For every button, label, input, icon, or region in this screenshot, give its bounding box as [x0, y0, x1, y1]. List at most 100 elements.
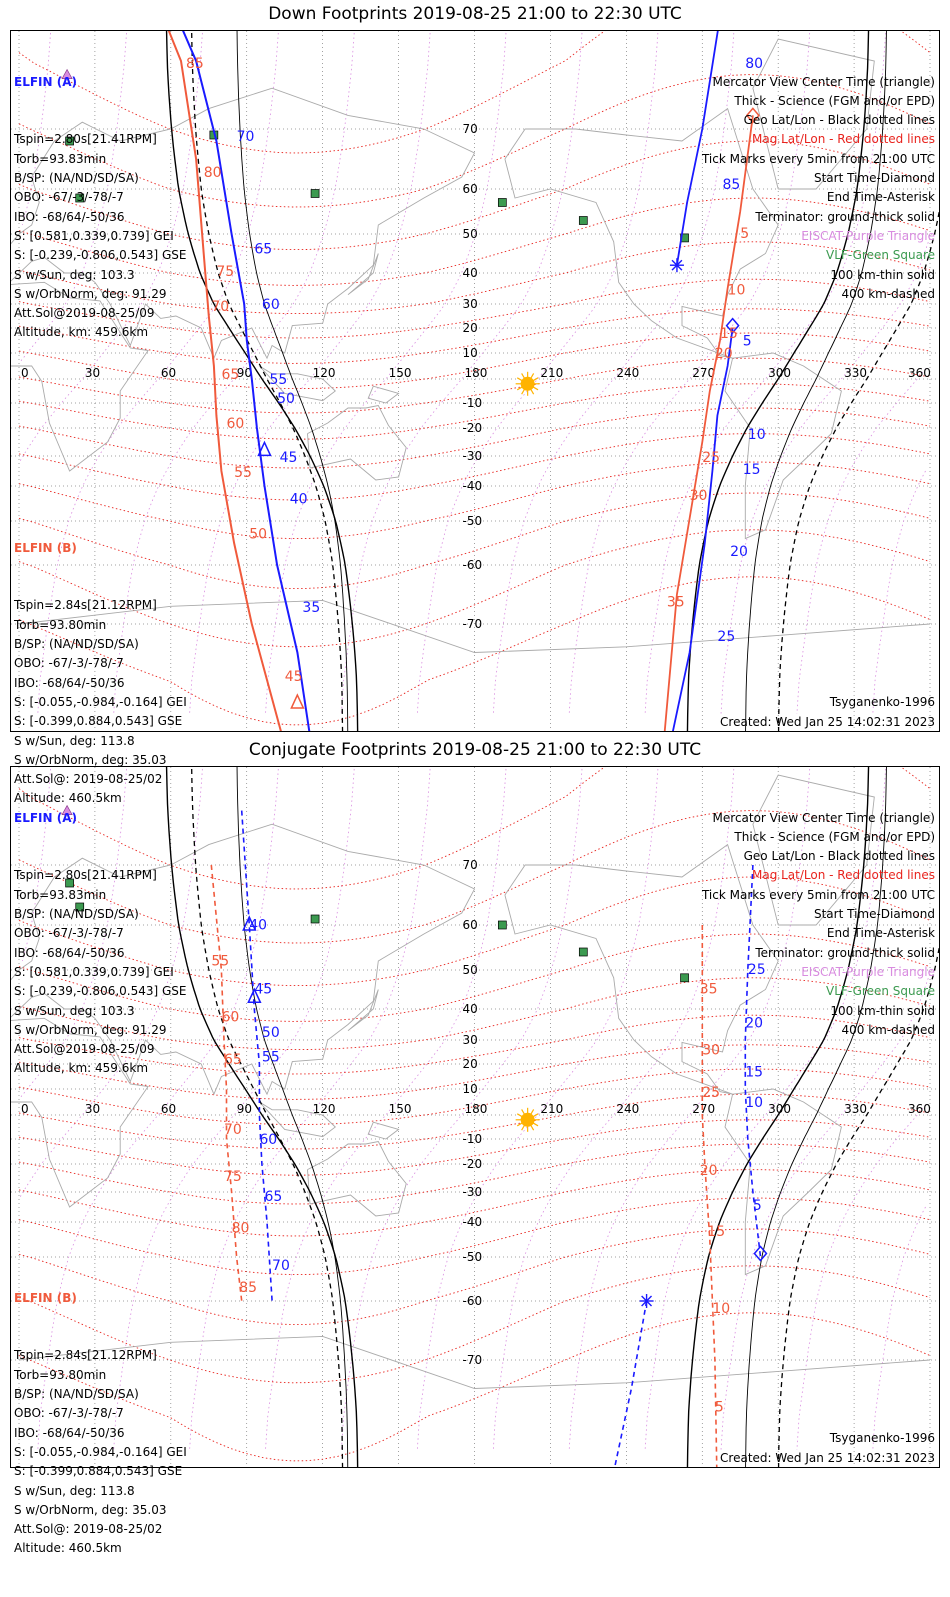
- terminator-line: [236, 767, 349, 1467]
- info-line: IBO: -68/64/-50/36: [14, 675, 125, 690]
- sun-ray: [530, 1124, 535, 1131]
- legend: Mercator View Center Time (triangle) Thic…: [702, 34, 935, 343]
- mag-lat-line: [18, 810, 931, 944]
- mag-lon-line: [341, 31, 583, 715]
- mag-lon-line: [37, 767, 279, 1451]
- track-time-label: 50: [249, 527, 267, 543]
- info-line: Att.Sol@: 2019-08-25/02: [14, 772, 163, 787]
- mag-lon-line: [796, 1104, 927, 1451]
- elfin-b-track: [167, 31, 282, 731]
- info-line: Torb=93.83min: [14, 151, 107, 166]
- vlf-station-square: [65, 136, 74, 146]
- elfin-a-track: [182, 31, 311, 731]
- track-time-label: 20: [745, 1016, 763, 1032]
- track-time-label: 25: [717, 629, 735, 645]
- mag-lon-line: [568, 31, 811, 715]
- mag-lon-line: [568, 767, 811, 1451]
- mag-lat-line: [18, 140, 931, 251]
- lat-tick-label: 40: [463, 266, 478, 280]
- legend: Mercator View Center Time (triangle) Thic…: [702, 770, 935, 1079]
- lat-tick-label: -50: [463, 514, 483, 528]
- lon-tick-label: 360: [908, 1102, 931, 1116]
- info-line: Altitude: 460.5km: [14, 1541, 122, 1556]
- coastline: [752, 774, 875, 926]
- lat-tick-label: -60: [463, 558, 483, 572]
- lon-tick-label: 240: [616, 366, 639, 380]
- legend-line: VLF-Green Square: [826, 248, 935, 263]
- sun-ray: [516, 1122, 523, 1127]
- track-time-label: 20: [700, 1163, 718, 1179]
- elfin-b-title: ELFIN (B): [14, 1290, 77, 1305]
- coastline: [11, 823, 476, 1096]
- track-time-label: 55: [211, 954, 229, 970]
- info-line: Att.Sol@2019-08-25/09: [14, 1042, 155, 1057]
- created-label: Created: Wed Jan 25 14:02:31 2023: [720, 1451, 935, 1465]
- mag-lat-line: [18, 876, 931, 987]
- terminator-line: [191, 31, 344, 731]
- sun-ray: [532, 1122, 539, 1127]
- info-line: IBO: -68/64/-50/36: [14, 945, 125, 960]
- mag-lon-line: [189, 31, 431, 715]
- info-line: Altitude, km: 459.6km: [14, 1061, 149, 1076]
- lat-tick-label: -10: [463, 396, 483, 410]
- lon-tick-label: 210: [540, 1102, 563, 1116]
- legend-line: Terminator: ground-thick solid: [755, 945, 935, 960]
- mag-lon-line: [265, 767, 507, 1451]
- mag-lat-line: [18, 576, 931, 726]
- lat-tick-label: 40: [463, 1002, 478, 1016]
- elfin-b-lines: Tspin=2.84s[21.12RPM] Torb=93.80min B/SP: …: [14, 1346, 187, 1558]
- center-triangle: [242, 915, 257, 931]
- created-label: Created: Wed Jan 25 14:02:31 2023: [720, 715, 935, 729]
- mag-lat-line: [18, 529, 931, 648]
- terminator-line: [686, 31, 870, 731]
- coastline: [307, 1140, 407, 1217]
- track-time-label: 75: [216, 264, 234, 280]
- lat-tick-label: -70: [463, 1353, 483, 1367]
- lat-tick-label: -70: [463, 617, 483, 631]
- elfin-a-title: ELFIN (A): [14, 74, 77, 89]
- lat-tick-label: 30: [463, 1033, 478, 1047]
- legend-line: 100 km-thin solid: [830, 267, 935, 282]
- lat-tick-label: -30: [463, 1185, 483, 1199]
- lon-tick-label: 120: [313, 1102, 336, 1116]
- terminator-line: [236, 31, 349, 731]
- track-time-label: 80: [232, 1221, 250, 1237]
- lon-tick-label: 300: [768, 1102, 791, 1116]
- legend-line: Thick - Science (FGM and/or EPD): [734, 93, 935, 108]
- model-label: Tsyganenko-1996: [829, 695, 935, 709]
- coastline: [724, 352, 842, 540]
- model-label: Tsyganenko-1996: [829, 1431, 935, 1445]
- elfin-a-info: ELFIN (A) Tspin=2.80s[21.41RPM] Torb=93.8…: [14, 34, 187, 381]
- lon-tick-label: 120: [313, 366, 336, 380]
- panel-title: Conjugate Footprints 2019-08-25 21:00 to…: [248, 740, 702, 760]
- sun-ray: [521, 1109, 526, 1115]
- track-time-label: 25: [748, 962, 766, 978]
- track-time-label: 15: [743, 462, 761, 478]
- lat-tick-label: 10: [463, 346, 478, 360]
- eiscat-triangle: [61, 68, 73, 79]
- sun-ray: [521, 1124, 526, 1131]
- info-line: S: [-0.239,-0.806,0.543] GSE: [14, 984, 187, 999]
- lat-tick-label: 30: [463, 297, 478, 311]
- mag-lat-line: [18, 407, 931, 469]
- lat-tick-label: 20: [463, 1057, 478, 1071]
- info-line: S w/Sun, deg: 103.3: [14, 267, 135, 282]
- mag-lon-line: [189, 767, 431, 1451]
- coastline: [18, 599, 931, 653]
- mag-lon-line: [37, 31, 279, 715]
- track-time-label: 20: [730, 544, 748, 560]
- info-line: Altitude, km: 459.6km: [14, 325, 149, 340]
- coastline: [259, 1101, 336, 1138]
- track-time-label: 50: [277, 391, 295, 407]
- mag-lat-line: [18, 31, 931, 154]
- legend-line: Geo Lat/Lon - Black dotted lines: [743, 113, 935, 128]
- track-time-label: 55: [234, 465, 252, 481]
- mag-lat-line: [18, 1143, 931, 1205]
- legend-lines: Mercator View Center Time (triangle) Thic…: [702, 73, 935, 305]
- coastline: [724, 1088, 842, 1276]
- terminator-line: [777, 209, 939, 731]
- elfin-b-track: [210, 864, 243, 1302]
- lat-tick-label: 50: [463, 963, 478, 977]
- elfin-a-track-east: [744, 864, 762, 1258]
- track-time-label: 70: [224, 1122, 242, 1138]
